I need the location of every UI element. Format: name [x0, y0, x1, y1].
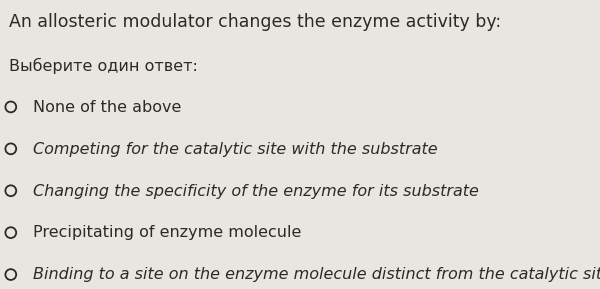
Text: Выберите один ответ:: Выберите один ответ: [9, 58, 198, 74]
Text: Precipitating of enzyme molecule: Precipitating of enzyme molecule [33, 225, 301, 240]
Text: Changing the specificity of the enzyme for its substrate: Changing the specificity of the enzyme f… [33, 184, 479, 199]
Text: An allosteric modulator changes the enzyme activity by:: An allosteric modulator changes the enzy… [9, 13, 501, 31]
Text: Competing for the catalytic site with the substrate: Competing for the catalytic site with th… [33, 142, 437, 157]
Text: Binding to a site on the enzyme molecule distinct from the catalytic site: Binding to a site on the enzyme molecule… [33, 267, 600, 282]
Text: None of the above: None of the above [33, 100, 181, 115]
